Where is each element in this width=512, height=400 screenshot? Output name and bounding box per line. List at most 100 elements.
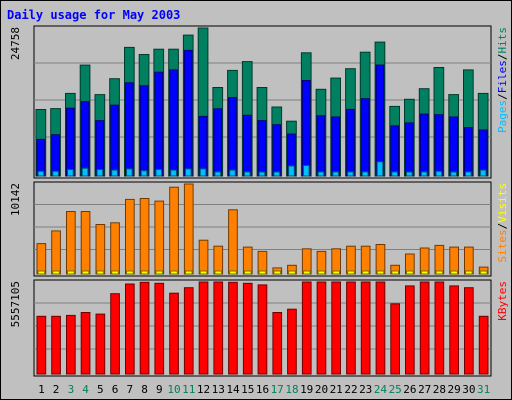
bar-pages [288,165,295,177]
bar-sites [80,211,91,275]
bar-visits [273,270,282,275]
bar-kbytes [95,313,106,375]
x-tick-label: 14 [226,383,240,396]
bar-kbytes [331,281,341,375]
bar-kbytes [183,287,194,375]
bar-visits [140,270,149,275]
x-tick-label: 17 [271,383,284,396]
bar-sites [464,246,474,275]
bar-kbytes [242,282,253,375]
bar-pages [229,169,236,177]
bar-files [375,64,385,177]
bar-files [449,116,458,177]
bar-pages [435,170,443,177]
legend-item: KBytes [496,281,509,321]
bar-sites [331,248,341,275]
bar-pages [391,171,398,177]
bar-kbytes [375,281,386,375]
bar-files [51,134,60,177]
legend-kbytes: KBytes [496,281,509,321]
bar-pages [258,171,266,177]
x-tick-label: 10 [167,383,180,396]
bar-pages [155,169,163,177]
bar-kbytes [110,293,120,375]
x-tick-label: 13 [212,383,225,396]
bar-visits [332,270,340,275]
bar-files [257,120,267,177]
legend-item: Files [496,60,509,93]
bar-files [139,85,149,177]
x-tick-label: 27 [418,383,431,396]
bar-sites [169,186,179,275]
bar-files [478,129,488,177]
bar-visits [229,270,237,275]
y-max-label-kbytes: 5557105 [9,281,22,327]
bar-visits [465,270,473,275]
x-tick-label: 19 [300,383,313,396]
bar-files [360,98,370,177]
bar-pages [140,170,148,177]
x-tick-label: 21 [330,383,343,396]
bar-files [36,138,46,177]
legend-item: Pages [496,100,509,133]
bar-kbytes [228,281,238,375]
bar-files [66,107,75,177]
bar-files [169,69,178,177]
bar-files [198,115,208,177]
bar-visits [361,270,370,275]
bar-files [242,114,252,177]
bar-kbytes [272,312,283,375]
bar-pages [479,169,487,177]
bar-visits [52,270,60,275]
bar-files [405,122,414,177]
bar-files [419,113,429,177]
bar-kbytes [213,281,224,375]
bar-kbytes [316,281,327,375]
bar-files [316,115,326,177]
bar-visits [317,270,326,275]
bar-sites [36,243,47,275]
bar-kbytes [51,315,61,375]
bar-files [272,124,282,177]
x-tick-label: 23 [359,383,372,396]
x-tick-label: 7 [126,383,133,396]
bar-visits [302,270,311,275]
bar-kbytes [80,312,91,375]
bar-sites [125,198,135,275]
bar-visits [126,270,134,275]
bar-files [464,127,473,177]
bar-pages [465,171,472,177]
bar-pages [184,168,192,177]
bar-sites [198,239,209,275]
bar-files [331,116,340,177]
bar-kbytes [139,281,150,375]
bar-pages [420,171,428,177]
bar-sites [434,244,445,275]
bar-pages [243,171,251,177]
bar-kbytes [360,281,371,375]
bar-kbytes [464,287,474,375]
bar-visits [37,270,46,275]
bar-pages [347,171,354,177]
bar-kbytes [125,283,135,375]
bar-visits [111,270,119,275]
x-tick-label: 20 [315,383,328,396]
bar-visits [420,270,429,275]
x-tick-label: 8 [141,383,148,396]
bar-visits [435,270,444,275]
bar-pages [376,161,384,177]
bar-files [183,49,193,177]
bar-kbytes [66,314,76,375]
x-tick-label: 12 [197,383,210,396]
bar-sites [139,198,150,275]
x-tick-label: 4 [82,383,89,396]
bar-pages [37,170,45,177]
bar-pages [332,171,339,177]
bar-visits [376,270,385,275]
legend-item: / [496,93,509,100]
bar-sites [360,245,371,275]
x-tick-label: 15 [241,383,254,396]
bar-kbytes [169,292,179,375]
bar-files [434,114,444,177]
bar-pages [52,170,59,177]
